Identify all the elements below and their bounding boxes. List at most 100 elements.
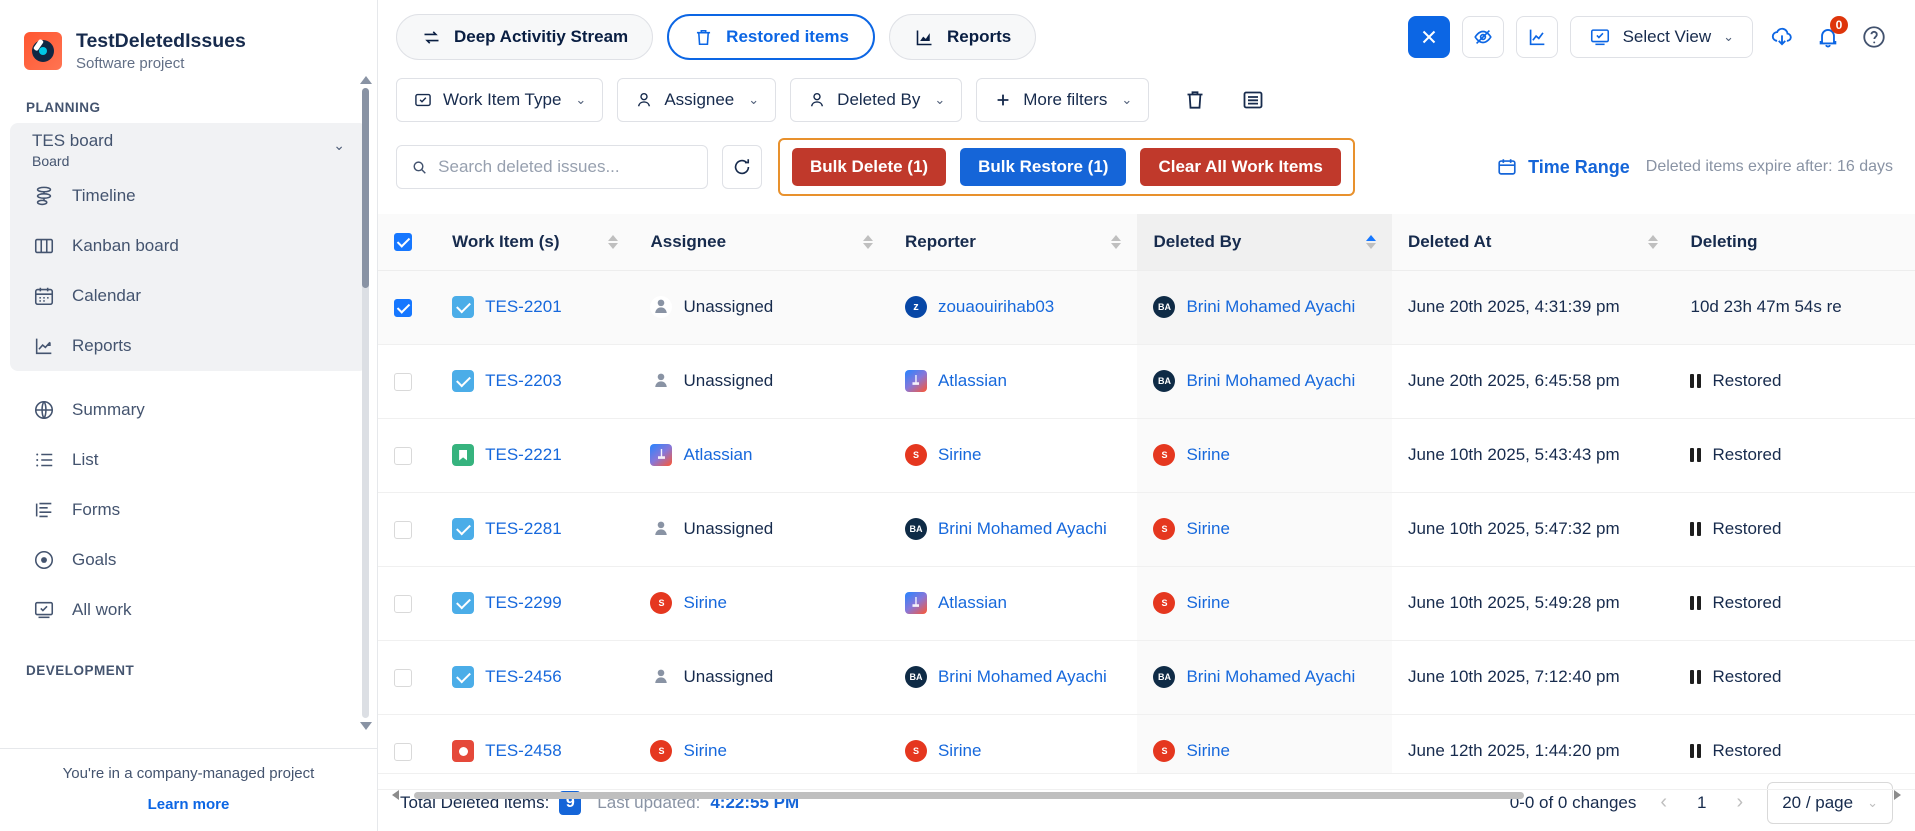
sort-icon[interactable] [1111,234,1122,249]
sidebar-item-list[interactable]: List [10,435,367,485]
table-row[interactable]: TES-2203 Unassigned Atlassian BA Brini Moham… [378,344,1915,419]
assignee-name[interactable]: Atlassian [683,445,753,464]
select-view-dropdown[interactable]: Select View ⌄ [1569,16,1753,58]
per-page-dropdown[interactable]: 20 / page ⌄ [1767,781,1893,824]
reporter-name[interactable]: Sirine [937,741,982,760]
deleted-at-cell: June 20th 2025, 4:31:39 pm [1391,270,1675,345]
project-header[interactable]: TestDeletedIssues Software project [0,0,377,72]
time-range-button[interactable]: Time Range [1496,156,1630,178]
work-item-key-link[interactable]: TES-2221 [485,445,562,464]
sort-icon[interactable] [862,234,873,249]
tab-deep-activity-stream[interactable]: Deep Activitiy Stream [396,14,654,60]
table-row[interactable]: TES-2201 Unassigned z zouaouirihab03 BA Brini… [378,270,1915,345]
table-row[interactable]: TES-2281 Unassigned BA Brini Mohamed Ayachi… [378,492,1915,567]
reporter-name[interactable]: zouaouirihab03 [937,297,1055,316]
sidebar-item-all-work[interactable]: All work [10,585,367,635]
sidebar-scroll-thumb[interactable] [362,88,369,288]
avatar-initials: S [904,740,927,762]
deleted-by-name[interactable]: Brini Mohamed Ayachi [1186,667,1356,686]
sidebar-item-timeline[interactable]: Timeline [10,171,367,221]
column-assignee[interactable]: Assignee [634,214,889,271]
work-item-key-link[interactable]: TES-2281 [485,519,562,538]
sidebar-item-summary[interactable]: Summary [10,385,367,435]
sort-icon[interactable] [1365,234,1376,249]
sidebar-scroll-up-arrow[interactable] [360,76,372,84]
sidebar-item-tes-board[interactable]: TES board Board ⌄ [10,123,367,170]
row-checkbox[interactable] [394,668,412,687]
sort-icon[interactable] [608,234,619,249]
hide-button[interactable] [1461,16,1504,58]
work-item-key-link[interactable]: TES-2201 [485,297,562,316]
clear-all-work-items-button[interactable]: Clear All Work Items [1140,148,1341,186]
column-deleted-at[interactable]: Deleted At [1391,214,1675,271]
deleted-by-name[interactable]: Sirine [1186,741,1230,760]
tab-restored-items[interactable]: Restored items [667,14,875,60]
select-all-checkbox[interactable] [394,233,412,252]
refresh-button[interactable] [722,145,762,189]
sidebar-item-calendar[interactable]: Calendar [10,271,367,321]
avatar-initials: BA [1153,666,1176,688]
row-checkbox[interactable] [394,594,412,613]
deleted-by-name[interactable]: Brini Mohamed Ayachi [1186,297,1356,316]
work-item-key-link[interactable]: TES-2203 [485,371,562,390]
help-button[interactable] [1857,20,1891,54]
prev-page-button[interactable]: ‹ [1660,791,1668,813]
horizontal-scroll-thumb[interactable] [414,791,1524,799]
reporter-name[interactable]: Atlassian [937,593,1007,612]
assignee-name[interactable]: Sirine [683,741,727,760]
deleted-by-name[interactable]: Sirine [1186,593,1230,612]
list-icon [32,448,56,472]
row-checkbox[interactable] [394,298,412,317]
bulk-delete-button[interactable]: Bulk Delete (1) [792,148,947,186]
reporter-name[interactable]: Atlassian [937,371,1007,390]
download-button[interactable] [1765,20,1799,54]
table-row[interactable]: TES-2456 Unassigned BA Brini Mohamed Ayachi… [378,640,1915,715]
notifications-button[interactable]: 0 [1811,16,1848,54]
horizontal-scrollbar[interactable] [378,788,1915,800]
chevron-down-icon[interactable]: ⌄ [333,137,345,154]
sort-icon[interactable] [1648,234,1659,249]
table-row[interactable]: TES-2221 Atlassian S Sirine S Sirine June 10th… [378,418,1915,493]
next-page-button[interactable]: › [1736,791,1744,813]
sidebar-scrollbar[interactable] [362,88,369,718]
filter-deleted-by[interactable]: Deleted By ⌄ [790,78,963,122]
work-item-key-link[interactable]: TES-2299 [485,593,562,612]
sidebar-item-forms[interactable]: Forms [10,485,367,535]
sidebar-item-reports[interactable]: Reports [10,321,367,371]
deleted-by-name[interactable]: Sirine [1186,519,1230,538]
current-page[interactable]: 1 [1697,792,1707,812]
filter-assignee[interactable]: Assignee ⌄ [617,78,777,122]
row-checkbox[interactable] [394,372,412,391]
delete-filter-button[interactable] [1173,78,1218,122]
row-checkbox[interactable] [394,742,412,761]
learn-more-link[interactable]: Learn more [147,796,230,813]
search-input[interactable] [438,157,693,177]
deleted-by-name[interactable]: Brini Mohamed Ayachi [1186,371,1356,390]
work-item-key-link[interactable]: TES-2456 [485,667,562,686]
row-checkbox[interactable] [394,446,412,465]
search-box[interactable] [396,145,708,189]
sidebar-scroll-down-arrow[interactable] [360,722,372,730]
reporter-name[interactable]: Sirine [937,445,982,464]
table-row[interactable]: TES-2299 S Sirine Atlassian S Sirine June 10th… [378,566,1915,641]
work-item-key-link[interactable]: TES-2458 [485,741,562,760]
column-deleted-by[interactable]: Deleted By [1137,214,1392,271]
filter-work-item-type[interactable]: Work Item Type ⌄ [396,78,604,122]
sidebar-item-kanban-board[interactable]: Kanban board [10,221,367,271]
deleted-by-name[interactable]: Sirine [1186,445,1230,464]
sidebar-item-goals[interactable]: Goals [10,535,367,585]
filter-more-filters[interactable]: More filters ⌄ [976,78,1150,122]
scroll-right-arrow[interactable] [1894,789,1901,800]
reporter-name[interactable]: Brini Mohamed Ayachi [937,519,1107,538]
scroll-left-arrow[interactable] [392,789,399,800]
close-button[interactable] [1407,16,1450,58]
column-reporter[interactable]: Reporter [888,214,1138,271]
list-view-button[interactable] [1231,78,1276,122]
tab-reports[interactable]: Reports [889,14,1037,60]
reporter-name[interactable]: Brini Mohamed Ayachi [937,667,1107,686]
column-work-items[interactable]: Work Item (s) [436,214,635,271]
row-checkbox[interactable] [394,520,412,539]
analytics-button[interactable] [1515,16,1558,58]
bulk-restore-button[interactable]: Bulk Restore (1) [960,148,1127,186]
assignee-name[interactable]: Sirine [683,593,727,612]
